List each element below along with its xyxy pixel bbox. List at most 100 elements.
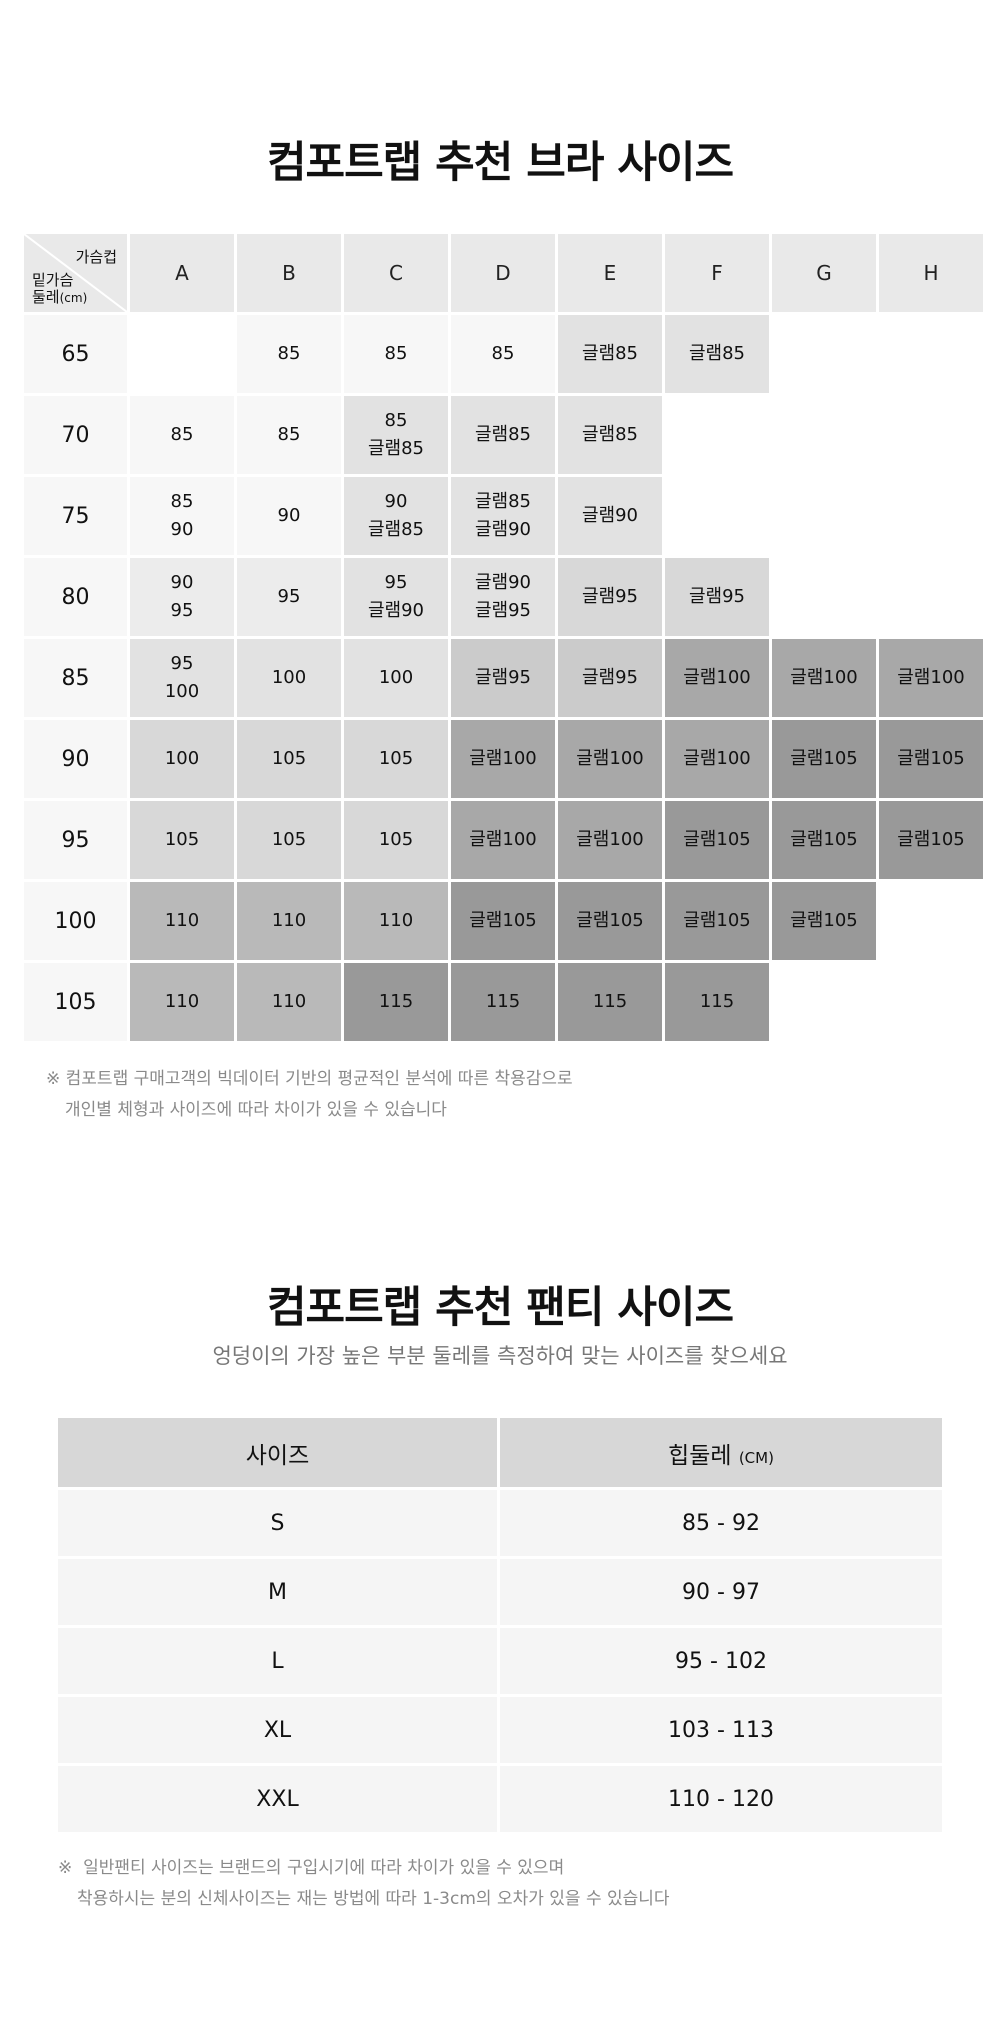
band-size-label: 100 <box>24 882 127 963</box>
size-cell: 110 <box>130 882 234 963</box>
size-cell <box>879 396 983 477</box>
size-cell <box>772 558 876 639</box>
cup-header-f: F <box>665 234 769 315</box>
bra-row-95: 95 105 105 105 글램100 글램100 글램105 글램105 글램105 <box>24 801 983 882</box>
size-cell: 글램105 <box>879 720 983 801</box>
panty-size-value: M <box>58 1556 500 1627</box>
bra-note-line1: 컴포트랩 구매고객의 빅데이터 기반의 평균적인 분석에 따른 착용감으로 <box>65 1069 573 1089</box>
size-cell <box>879 963 983 1044</box>
band-axis-unit: (cm) <box>59 291 88 305</box>
band-size-label: 70 <box>24 396 127 477</box>
cup-header-e: E <box>558 234 662 315</box>
size-cell <box>772 963 876 1044</box>
band-axis-label: 밑가슴 둘레(cm) <box>32 272 87 307</box>
size-cell: 글램105 <box>665 882 769 963</box>
size-cell <box>665 477 769 558</box>
size-cell: 85 <box>237 396 341 477</box>
bra-row-65: 65 85 85 85 글램85 글램85 <box>24 315 983 396</box>
size-cell: 글램105 <box>772 801 876 882</box>
hip-column-unit: (CM) <box>738 1448 774 1467</box>
size-cell: 100 <box>130 720 234 801</box>
size-cell: 105 <box>237 801 341 882</box>
note-mark: ※ <box>58 1858 73 1878</box>
size-cell: 글램105 <box>451 882 555 963</box>
size-cell: 글램95 <box>451 639 555 720</box>
band-size-label: 90 <box>24 720 127 801</box>
hip-range-value: 103 - 113 <box>498 1694 942 1765</box>
size-cell: 105 <box>344 801 448 882</box>
bra-row-100: 100 110 110 110 글램105 글램105 글램105 글램105 <box>24 882 983 963</box>
size-cell: 95 글램90 <box>344 558 448 639</box>
size-cell: 85 <box>130 396 234 477</box>
panty-row: L 95 - 102 <box>58 1625 942 1696</box>
size-cell <box>879 315 983 396</box>
band-size-label: 95 <box>24 801 127 882</box>
hip-range-value: 90 - 97 <box>498 1556 942 1627</box>
size-cell <box>772 315 876 396</box>
size-cell: 105 <box>344 720 448 801</box>
size-cell <box>879 882 983 963</box>
bra-row-75: 75 85 90 90 90 글램85 글램85 글램90 글램90 <box>24 477 983 558</box>
bra-row-105: 105 110 110 115 115 115 115 <box>24 963 983 1044</box>
size-cell: 110 <box>237 882 341 963</box>
panty-size-value: XL <box>58 1694 500 1765</box>
size-cell: 95 100 <box>130 639 234 720</box>
size-cell: 글램105 <box>772 882 876 963</box>
hip-range-value: 85 - 92 <box>498 1487 942 1558</box>
size-cell: 글램100 <box>558 720 662 801</box>
bra-note-line2: 개인별 체형과 사이즈에 따라 차이가 있을 수 있습니다 <box>65 1100 447 1120</box>
size-cell: 글램105 <box>879 801 983 882</box>
size-cell: 90 글램85 <box>344 477 448 558</box>
bra-size-note: ※ 컴포트랩 구매고객의 빅데이터 기반의 평균적인 분석에 따른 착용감으로 … <box>46 1064 573 1126</box>
size-cell: 글램100 <box>665 720 769 801</box>
panty-row: M 90 - 97 <box>58 1556 942 1627</box>
panty-header-row: 사이즈 힙둘레 (CM) <box>58 1418 942 1489</box>
cup-header-b: B <box>237 234 341 315</box>
size-cell <box>665 396 769 477</box>
panty-size-value: S <box>58 1487 500 1558</box>
bra-row-90: 90 100 105 105 글램100 글램100 글램100 글램105 글램105 <box>24 720 983 801</box>
diagonal-divider <box>24 234 127 312</box>
size-cell: 85 글램85 <box>344 396 448 477</box>
size-cell: 85 <box>237 315 341 396</box>
cup-header-d: D <box>451 234 555 315</box>
size-cell <box>879 558 983 639</box>
band-axis-label-line1: 밑가슴 <box>32 271 74 289</box>
size-cell: 115 <box>665 963 769 1044</box>
size-cell: 90 95 <box>130 558 234 639</box>
band-size-label: 65 <box>24 315 127 396</box>
size-cell: 95 <box>237 558 341 639</box>
band-axis-label-line2: 둘레 <box>32 288 60 306</box>
size-cell: 글램85 <box>665 315 769 396</box>
size-cell: 105 <box>237 720 341 801</box>
hip-column-header: 힙둘레 (CM) <box>498 1418 942 1489</box>
cup-header-g: G <box>772 234 876 315</box>
panty-row: XL 103 - 113 <box>58 1694 942 1765</box>
band-size-label: 85 <box>24 639 127 720</box>
size-cell: 글램90 <box>558 477 662 558</box>
size-cell: 글램95 <box>558 639 662 720</box>
size-cell: 글램85 <box>451 396 555 477</box>
size-cell <box>879 477 983 558</box>
size-cell: 110 <box>130 963 234 1044</box>
size-cell: 110 <box>237 963 341 1044</box>
hip-range-value: 110 - 120 <box>498 1763 942 1832</box>
bra-row-80: 80 90 95 95 95 글램90 글램90 글램95 글램95 글램95 <box>24 558 983 639</box>
size-cell: 글램85 글램90 <box>451 477 555 558</box>
cup-axis-label: 가슴컵 <box>75 248 117 266</box>
table-corner-header: 가슴컵 밑가슴 둘레(cm) <box>24 234 127 315</box>
bra-row-85: 85 95 100 100 100 글램95 글램95 글램100 글램100 글램100 <box>24 639 983 720</box>
size-cell: 글램105 <box>558 882 662 963</box>
size-cell: 글램100 <box>879 639 983 720</box>
hip-range-value: 95 - 102 <box>498 1625 942 1696</box>
size-cell: 85 <box>451 315 555 396</box>
band-size-label: 75 <box>24 477 127 558</box>
size-cell: 85 90 <box>130 477 234 558</box>
size-cell: 100 <box>237 639 341 720</box>
size-cell: 90 <box>237 477 341 558</box>
size-cell: 글램100 <box>772 639 876 720</box>
bra-row-70: 70 85 85 85 글램85 글램85 글램85 <box>24 396 983 477</box>
panty-size-subtitle: 엉덩이의 가장 높은 부분 둘레를 측정하여 맞는 사이즈를 찾으세요 <box>212 1344 788 1368</box>
